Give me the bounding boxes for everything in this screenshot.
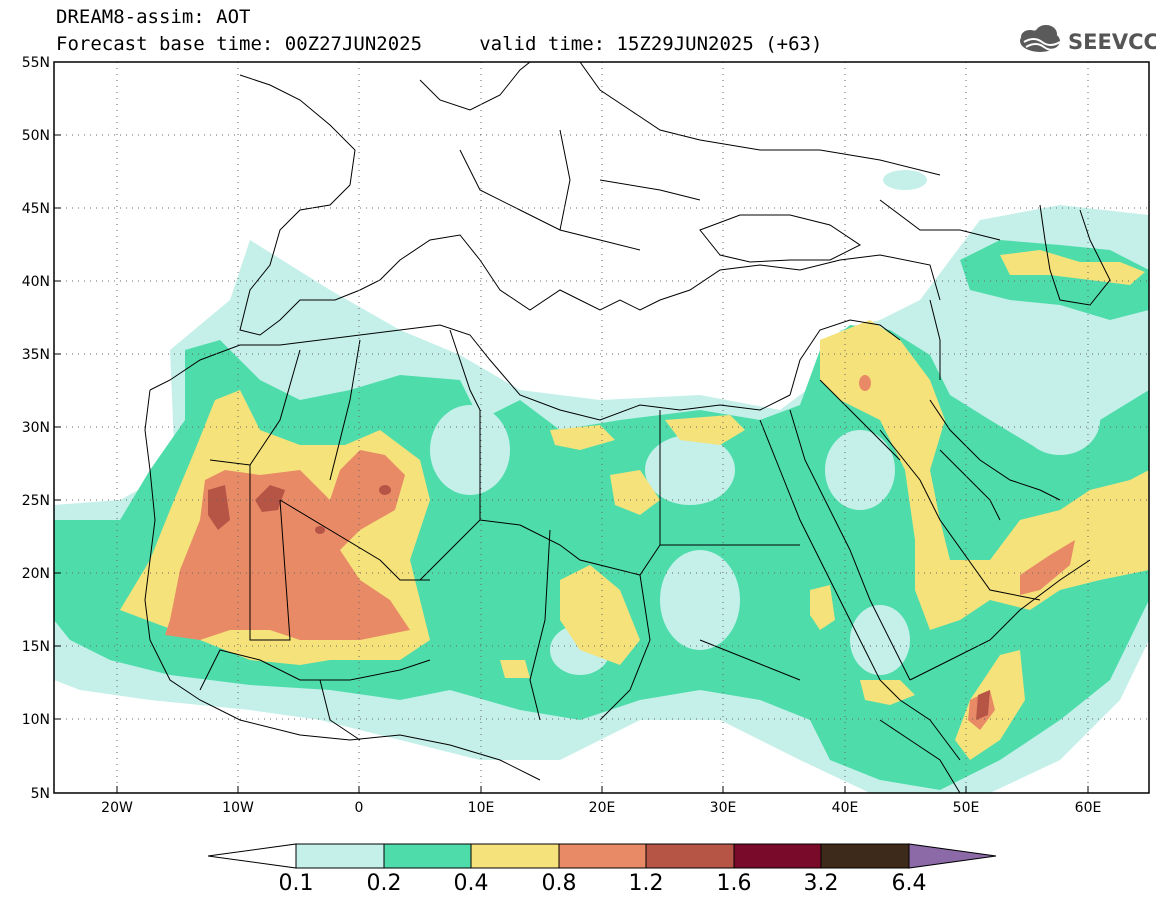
lat-label: 5N [31, 786, 50, 802]
lon-label: 10E [468, 800, 495, 816]
map-title: DREAM8-assim: AOT [56, 6, 251, 28]
lat-label: 10N [22, 712, 50, 728]
logo-text: SEEVCCC [1068, 30, 1156, 54]
seevccc-logo: SEEVCCC [1020, 25, 1156, 54]
colorbar-label: 0.4 [454, 871, 489, 896]
lon-label: 10W [222, 800, 254, 816]
lat-label: 15N [22, 639, 50, 655]
colorbar-label: 6.4 [892, 871, 927, 896]
lat-label: 30N [22, 420, 50, 436]
lat-label: 55N [22, 55, 50, 71]
colorbar-bin [645, 843, 735, 869]
colorbar-bin [383, 843, 472, 869]
colorbar-label: 3.2 [804, 871, 839, 896]
colorbar-bin [820, 843, 910, 869]
colorbar-over-arrow [908, 843, 997, 869]
colorbar-bin [733, 843, 822, 869]
lon-label: 30E [710, 800, 737, 816]
lat-label: 45N [22, 201, 50, 217]
lat-label: 20N [22, 566, 50, 582]
lon-label: 20E [589, 800, 616, 816]
cloud-icon [1020, 25, 1061, 52]
lon-label: 40E [832, 800, 859, 816]
colorbar-bin [470, 843, 560, 869]
lat-label: 35N [22, 347, 50, 363]
colorbar-bin [558, 843, 647, 869]
grid-lines [54, 62, 1149, 793]
colorbar-label: 1.6 [717, 871, 752, 896]
colorbar [207, 843, 997, 869]
colorbar-label: 0.8 [542, 871, 577, 896]
coastlines [144, 62, 1111, 793]
lat-labels: 55N 50N 45N 40N 35N 30N 25N 20N 15N 10N … [22, 55, 50, 802]
tick-marks [54, 134, 1089, 793]
colorbar-bin [295, 843, 385, 869]
lat-label: 25N [22, 493, 50, 509]
aot-band-1.2 [208, 485, 990, 720]
lon-label: 0 [355, 800, 364, 816]
lat-label: 40N [22, 274, 50, 290]
lat-label: 50N [22, 128, 50, 144]
forecast-times: Forecast base time: 00Z27JUN2025 valid t… [56, 33, 823, 55]
colorbar-label: 0.2 [367, 871, 402, 896]
lon-label: 60E [1075, 800, 1102, 816]
lon-labels: 20W 10W 0 10E 20E 30E 40E 50E 60E [101, 800, 1101, 816]
colorbar-label: 1.2 [629, 871, 664, 896]
colorbar-under-arrow [207, 843, 297, 869]
aot-field [54, 62, 1149, 793]
lon-label: 20W [101, 800, 133, 816]
colorbar-labels: 0.1 0.2 0.4 0.8 1.2 1.6 3.2 6.4 [279, 871, 927, 896]
lon-label: 50E [953, 800, 980, 816]
colorbar-label: 0.1 [279, 871, 314, 896]
